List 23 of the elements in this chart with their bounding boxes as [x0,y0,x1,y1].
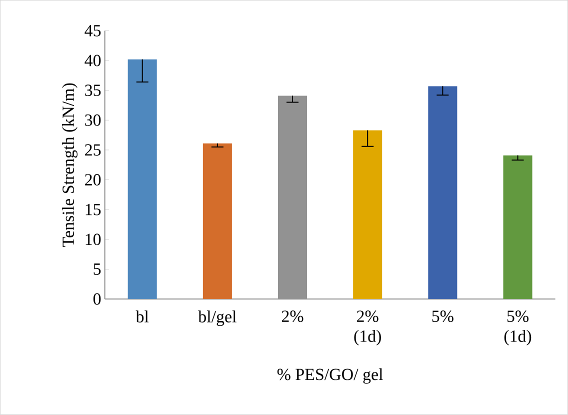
y-tick-label: 15 [86,204,101,216]
y-tick-label: 0 [93,293,101,305]
y-tick-label: 10 [86,234,101,246]
x-tick-label: bl [136,310,149,323]
bar [353,130,382,300]
y-tick-label: 25 [85,144,101,156]
y-tick-label: 5 [94,264,101,275]
y-tick-label: 30 [85,114,101,126]
x-axis-title: % PES/GO/ gel [277,368,383,384]
x-tick-label: 5% [432,310,454,322]
y-tick-label: 20 [85,174,101,186]
bar [428,86,458,300]
bar [128,59,157,300]
x-tick-label: bl/gel [198,310,236,326]
bar [202,143,232,300]
x-tick-label: 2% [282,310,304,322]
x-tick-label: 2% (1d) [354,310,381,346]
y-axis-title: Tensile Strength (kN/m) [62,83,78,247]
y-tick-label: 40 [84,54,101,66]
y-tick-label: 35 [85,84,101,96]
x-tick-label: 5% (1d) [504,310,532,346]
bar [503,155,532,300]
y-tick-label: 45 [84,25,101,36]
